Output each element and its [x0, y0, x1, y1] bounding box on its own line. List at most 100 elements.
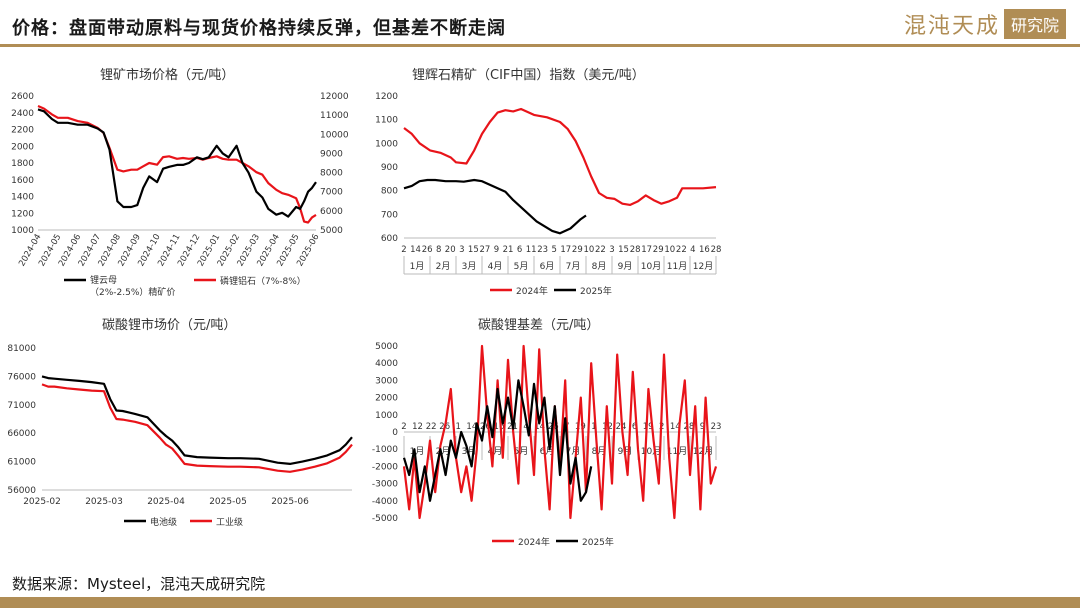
- chart-title: 碳酸锂市场价（元/吨）: [102, 318, 237, 333]
- series-line-2024: [403, 107, 717, 206]
- y-tick-label: 1100: [375, 116, 398, 126]
- legend-2025-label: 2025年: [580, 285, 612, 297]
- x-month-label: 11月: [667, 261, 687, 272]
- x-day-tick-label: 5: [552, 245, 557, 255]
- x-day-tick-label: 28: [630, 245, 641, 255]
- legend-lepidolite-label: 锂云母（2%-2.5%）精矿价: [90, 274, 175, 298]
- x-day-tick-label: 27: [479, 245, 490, 255]
- x-day-tick-label: 16: [699, 245, 710, 255]
- chart-lithium-carbonate-price-svg: 56000 61000 66000 71000 76000 81000 2025-02 202…: [7, 344, 353, 528]
- y-tick-label: 81000: [7, 344, 36, 354]
- x-day-tick-label: 4: [690, 245, 695, 255]
- y-tick-label: 900: [381, 163, 398, 173]
- x-day-tick-label: 6: [632, 422, 637, 432]
- x-day-tick-label: 19: [575, 422, 586, 432]
- y-tick-label: 3000: [375, 376, 398, 386]
- x-tick-label: 2025-05: [209, 497, 247, 507]
- x-month-label: 7月: [566, 446, 581, 457]
- x-day-tick-label: 14: [466, 422, 477, 432]
- y-left-tick-label: 1000: [11, 226, 34, 236]
- chart-title: 锂矿市场价格（元/吨）: [100, 68, 235, 83]
- x-month-label: 4月: [488, 446, 503, 457]
- data-source: 数据来源：Mysteel，混沌天成研究院: [12, 575, 266, 593]
- x-month-label: 10月: [641, 446, 661, 457]
- x-day-tick-label: 10: [583, 245, 594, 255]
- x-day-tick-label: 28: [711, 245, 722, 255]
- y-right-tick-label: 10000: [320, 130, 349, 140]
- y-tick-label: 1000: [375, 411, 398, 421]
- x-month-label: 7月: [566, 261, 581, 272]
- header: 价格：盘面带动原料与现货价格持续反弹，但基差不断走阔 混沌天成 研究院: [0, 0, 1080, 52]
- chart-panel-lithium-carbonate-basis: 碳酸锂基差（元/吨） -5000 -4000 -3000 -2000 -1000 0 100…: [360, 306, 730, 550]
- chart-panel-lithium-carbonate-price: 碳酸锂市场价（元/吨） 56000 61000 66000 71000 76000 810…: [0, 306, 360, 534]
- x-day-tick-label: 15: [468, 245, 479, 255]
- x-month-label: 5月: [514, 446, 529, 457]
- x-day-tick-label: 23: [711, 422, 722, 432]
- x-day-tick-label: 4: [523, 422, 528, 432]
- x-day-tick-label: 1: [591, 422, 596, 432]
- y-left-tick-label: 2200: [11, 126, 34, 136]
- x-month-label: 6月: [540, 261, 555, 272]
- y-right-tick-label: 5000: [320, 226, 343, 236]
- series-line-2025: [403, 178, 587, 235]
- y-left-tick-label: 2400: [11, 109, 34, 119]
- x-month-label: 6月: [540, 446, 555, 457]
- x-day-tick-label: 9: [494, 245, 499, 255]
- y-tick-label: 61000: [7, 458, 36, 468]
- y-tick-label: 0: [392, 428, 398, 438]
- legend-industrial-label: 工业级: [216, 516, 243, 528]
- logo-badge: 研究院: [1003, 9, 1066, 39]
- y-tick-label: -2000: [372, 462, 398, 472]
- series-line-industrial: [41, 383, 353, 473]
- y-right-tick-label: 7000: [320, 188, 343, 198]
- x-day-tick-label: 14: [410, 245, 421, 255]
- y-tick-label: 76000: [7, 372, 36, 382]
- page-title: 价格：盘面带动原料与现货价格持续反弹，但基差不断走阔: [12, 18, 506, 39]
- legend-2024-label: 2024年: [516, 285, 548, 297]
- y-left-tick-label: 1400: [11, 193, 34, 203]
- x-day-tick-label: 14: [534, 422, 545, 432]
- x-month-label: 8月: [592, 446, 607, 457]
- x-day-tick-label: 12: [412, 422, 423, 432]
- chart-lithium-carbonate-basis-svg: -5000 -4000 -3000 -2000 -1000 0 1000 2000 3000 40…: [372, 342, 722, 548]
- x-day-tick-label: 6: [517, 245, 522, 255]
- series-line-battery: [41, 375, 353, 465]
- y-tick-label: 800: [381, 187, 398, 197]
- series-line-2025: [402, 379, 593, 502]
- x-day-tick-label: 14: [670, 422, 681, 432]
- legend-2024-label: 2024年: [518, 536, 550, 548]
- x-day-tick-label: 9: [700, 422, 705, 432]
- y-tick-label: 4000: [375, 359, 398, 369]
- y-tick-label: 56000: [7, 486, 36, 496]
- y-left-tick-label: 1600: [11, 176, 34, 186]
- x-day-tick-label: 20: [445, 245, 456, 255]
- y-tick-label: -4000: [372, 497, 398, 507]
- chart-lithium-ore-svg: 1000 1200 1400 1600 1800 2000 2200 2400 2600 5000…: [11, 92, 349, 298]
- logo: 混沌天成 研究院: [904, 8, 1066, 40]
- x-month-label: 2月: [436, 446, 451, 457]
- x-month-label: 9月: [618, 261, 633, 272]
- x-day-tick-label: 2: [401, 422, 406, 432]
- x-day-tick-label: 22: [676, 245, 687, 255]
- y-tick-label: -5000: [372, 514, 398, 524]
- x-day-tick-label: 29: [572, 245, 583, 255]
- legend-2025-label: 2025年: [582, 536, 614, 548]
- y-left-tick-label: 1200: [11, 209, 34, 219]
- x-tick-label: 2025-06: [271, 497, 309, 507]
- x-day-tick-label: 16: [494, 422, 505, 432]
- x-month-label: 3月: [462, 446, 477, 457]
- x-day-tick-label: 26: [480, 422, 491, 432]
- x-month-label: 10月: [641, 261, 661, 272]
- y-tick-label: 66000: [7, 429, 36, 439]
- y-tick-label: 1200: [375, 92, 398, 102]
- x-month-label: 3月: [462, 261, 477, 272]
- x-month-label: 4月: [488, 261, 503, 272]
- x-day-tick-label: 22: [595, 245, 606, 255]
- y-tick-label: 600: [381, 234, 398, 244]
- y-tick-label: 2000: [375, 394, 398, 404]
- y-left-tick-label: 2600: [11, 92, 34, 102]
- x-day-tick-label: 10: [664, 245, 675, 255]
- x-day-tick-label: 3: [609, 245, 614, 255]
- x-month-label: 1月: [410, 446, 425, 457]
